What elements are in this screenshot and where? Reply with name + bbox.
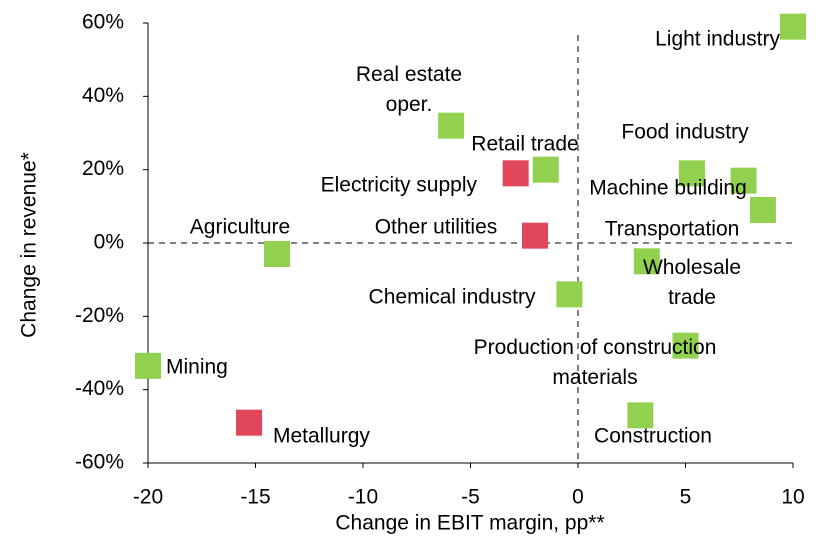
y-tick-label: 60% — [82, 11, 124, 34]
y-tick-label: -20% — [75, 304, 124, 327]
point-label: Chemical industry — [369, 286, 536, 309]
x-tick-label: 10 — [781, 486, 804, 509]
point-label: Construction — [594, 425, 712, 448]
point — [780, 13, 806, 40]
point-label: Retail trade — [471, 133, 578, 156]
point — [135, 352, 161, 379]
y-tick-label: -40% — [75, 377, 124, 400]
x-axis-label: Change in EBIT margin, pp** — [335, 512, 604, 535]
point — [749, 197, 776, 223]
point — [236, 409, 263, 436]
y-axis-label: Change in revenue* — [18, 152, 41, 338]
point — [502, 160, 529, 187]
point-label: Light industry — [655, 28, 780, 51]
point — [672, 332, 699, 359]
point-label: Transportation — [605, 218, 740, 241]
y-tick-label: 20% — [82, 157, 124, 180]
point — [522, 222, 548, 249]
point — [264, 241, 290, 267]
point — [678, 160, 705, 187]
point-label: Electricity supply — [321, 174, 478, 197]
point-label: Other utilities — [375, 216, 498, 239]
x-tick-label: -15 — [240, 486, 270, 509]
point-label: Machine building — [589, 177, 747, 200]
y-tick-label: 40% — [82, 84, 124, 107]
y-tick-label: 0% — [94, 231, 124, 254]
point-label: Metallurgy — [273, 425, 370, 448]
point-label: Production of construction materials — [474, 336, 717, 389]
point — [627, 402, 654, 429]
x-tick-label: 0 — [572, 486, 584, 509]
point — [438, 112, 465, 139]
x-tick-label: -20 — [133, 486, 163, 509]
point-label: Mining — [166, 356, 228, 379]
x-tick-label: -10 — [348, 486, 378, 509]
point — [532, 156, 559, 183]
point-label: Real estate oper. — [356, 63, 462, 116]
point — [730, 167, 757, 194]
x-tick-label: 5 — [680, 486, 692, 509]
x-tick-label: -5 — [461, 486, 480, 509]
point — [556, 281, 583, 308]
point — [633, 248, 660, 275]
y-tick-label: -60% — [75, 451, 124, 474]
point-label: Agriculture — [190, 216, 290, 239]
point-label: Wholesale trade — [643, 256, 741, 309]
point-label: Food industry — [621, 121, 749, 144]
